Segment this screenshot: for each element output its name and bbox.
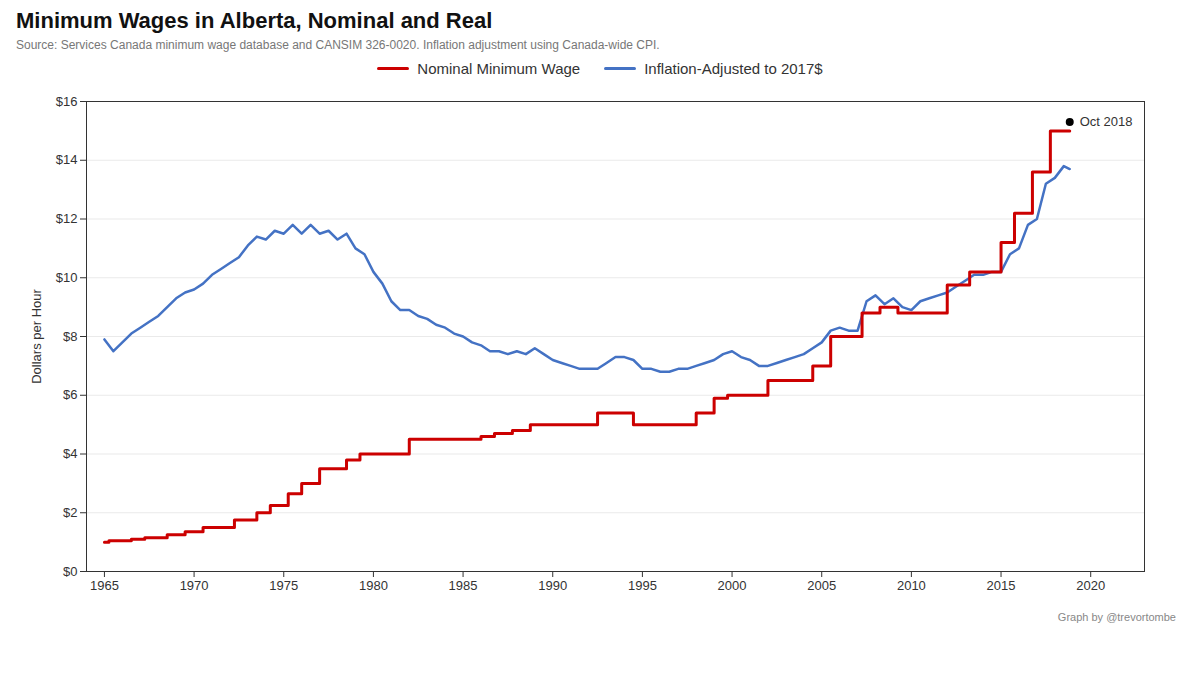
svg-text:$0: $0 xyxy=(63,564,77,579)
svg-text:$2: $2 xyxy=(63,505,77,520)
html-text:Graph by @trevortombe: Graph by @trevortombe xyxy=(1057,611,1176,623)
svg-text:2010: 2010 xyxy=(897,578,926,593)
svg-text:1965: 1965 xyxy=(90,578,119,593)
svg-text:$8: $8 xyxy=(63,329,77,344)
html-text:Nominal Minimum Wage: Nominal Minimum Wage xyxy=(417,60,581,77)
svg-text:1975: 1975 xyxy=(269,578,298,593)
svg-text:1980: 1980 xyxy=(359,578,388,593)
svg-text:$12: $12 xyxy=(56,211,78,226)
html-text:Source: Services Canada minimu: Source: Services Canada minimum wage dat… xyxy=(16,38,660,52)
svg-text:Oct 2018: Oct 2018 xyxy=(1080,114,1133,129)
svg-text:Dollars per Hour: Dollars per Hour xyxy=(29,289,44,384)
svg-text:1985: 1985 xyxy=(449,578,478,593)
svg-text:2000: 2000 xyxy=(718,578,747,593)
html-text:Inflation-Adjusted to 2017$: Inflation-Adjusted to 2017$ xyxy=(644,60,823,77)
svg-text:$16: $16 xyxy=(56,94,78,109)
svg-text:1970: 1970 xyxy=(180,578,209,593)
svg-text:$4: $4 xyxy=(63,446,77,461)
html-text:Minimum Wages in Alberta, Nomi: Minimum Wages in Alberta, Nominal and Re… xyxy=(16,8,493,33)
svg-text:1990: 1990 xyxy=(538,578,567,593)
svg-text:$14: $14 xyxy=(56,152,78,167)
svg-text:2020: 2020 xyxy=(1076,578,1105,593)
svg-text:$10: $10 xyxy=(56,270,78,285)
svg-text:1995: 1995 xyxy=(628,578,657,593)
svg-text:2005: 2005 xyxy=(807,578,836,593)
svg-text:2015: 2015 xyxy=(987,578,1016,593)
svg-text:$6: $6 xyxy=(63,387,77,402)
